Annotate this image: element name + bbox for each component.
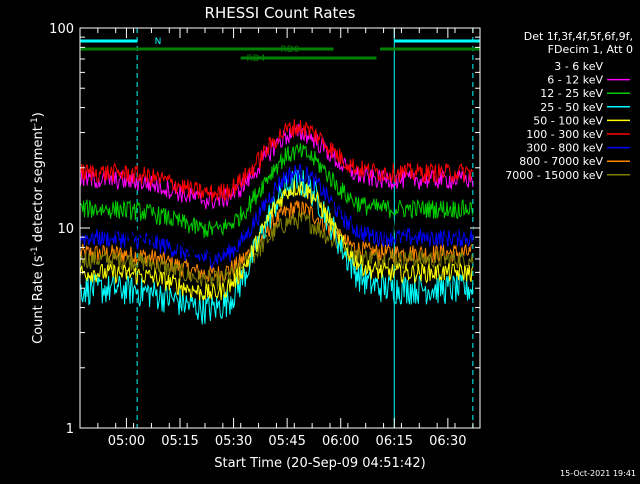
legend-label: 7000 - 15000 keV — [505, 169, 603, 182]
generation-timestamp: 15-Oct-2021 19:41 — [560, 469, 636, 478]
series-group — [79, 119, 474, 325]
legend-label: 6 - 12 keV — [547, 74, 603, 87]
y-axis-label: Count Rate (s-1 detector segment-1) — [30, 112, 46, 344]
series-line-100-300-kev — [79, 119, 474, 203]
legend-label: 3 - 6 keV — [554, 60, 603, 73]
legend-header-line-2: FDecim 1, Att 0 — [548, 43, 633, 56]
attenuator-label-n: N — [155, 37, 162, 47]
series-line-50-100-kev — [79, 180, 474, 301]
attenuator-bars: N RD0 RD4 — [80, 37, 480, 64]
legend-label: 25 - 50 keV — [540, 101, 603, 114]
attenuator-label-rd4: RD4 — [247, 54, 266, 64]
series-line-7000-15000-kev — [79, 211, 474, 290]
x-tick-label: 05:45 — [268, 434, 305, 449]
y-tick-label: 10 — [57, 222, 74, 237]
legend-label: 100 - 300 keV — [526, 128, 603, 141]
x-tick-label: 05:15 — [161, 434, 198, 449]
legend-label: 300 - 800 keV — [526, 142, 603, 155]
x-tick-label: 06:00 — [322, 434, 359, 449]
series-line-3-6-kev — [79, 150, 474, 258]
series-line-12-25-kev — [79, 143, 474, 239]
x-tick-label: 06:30 — [429, 434, 466, 449]
legend-label: 50 - 100 keV — [533, 114, 603, 127]
y-tick-label: 1 — [66, 422, 74, 437]
legend-label: 12 - 25 keV — [540, 87, 603, 100]
legend: Det 1f,3f,4f,5f,6f,9f, FDecim 1, Att 0 3… — [505, 30, 633, 182]
series-line-6-12-kev — [79, 123, 474, 210]
series-line-300-800-kev — [79, 163, 474, 269]
x-tick-label: 05:30 — [215, 434, 252, 449]
chart-title: RHESSI Count Rates — [205, 4, 356, 22]
attenuator-label-rd0: RD0 — [281, 45, 300, 55]
y-tick-label: 100 — [49, 22, 74, 37]
x-axis-label: Start Time (20-Sep-09 04:51:42) — [214, 456, 425, 471]
series-line-25-50-kev — [79, 169, 474, 325]
legend-label: 800 - 7000 keV — [519, 155, 603, 168]
axis-ticks: 1 10 100 05:00 05:15 05:30 05:45 06:00 06:15 06:3… — [49, 22, 480, 449]
legend-header-line-1: Det 1f,3f,4f,5f,6f,9f, — [524, 30, 633, 43]
x-tick-label: 06:15 — [376, 434, 413, 449]
plot-area: N RD0 RD4 1 10 100 05:00 05:15 05:30 05:45 06:00 0… — [49, 22, 481, 449]
x-tick-label: 05:00 — [108, 434, 145, 449]
